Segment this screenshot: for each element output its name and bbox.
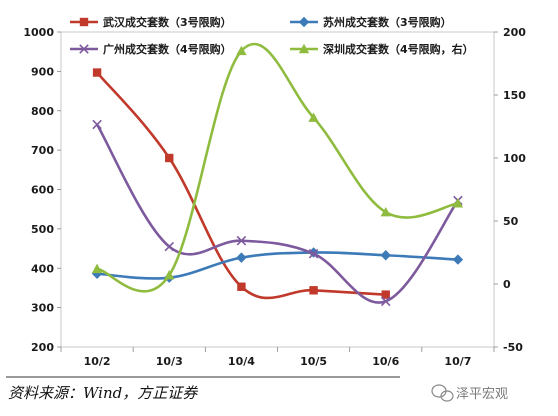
series-line	[96, 71, 386, 300]
legend-item: 广州成交套数（4号限购）	[70, 42, 232, 56]
plot-area	[60, 31, 495, 348]
legend-label: 苏州成交套数（3号限购）	[323, 15, 452, 29]
y-left-tick-label: 900	[31, 65, 54, 78]
data-point	[92, 119, 102, 130]
watermark: 泽平宏观	[431, 384, 508, 402]
series-3	[92, 119, 463, 307]
series-line	[97, 251, 458, 280]
series-1	[92, 68, 390, 300]
data-point	[380, 296, 391, 307]
x-tick-label: 10/2	[84, 355, 111, 368]
axes-layer: 200 300 400 500 600 700 800 900 1000 -50 0 50 100 150…	[23, 26, 526, 368]
y-right-tick-label: 100	[503, 152, 526, 165]
legend-marker	[79, 17, 89, 27]
y-left-tick-label: 600	[31, 184, 54, 197]
y-right-tick-label: 200	[503, 26, 526, 39]
series-line	[95, 123, 459, 304]
data-point	[380, 250, 391, 261]
series-4	[91, 42, 464, 293]
data-point	[92, 68, 102, 77]
legend: 武汉成交套数（3号限购） 苏州成交套数（3号限购） 广州成交套数（4号限购） 深圳成交…	[70, 15, 474, 56]
data-point	[381, 290, 390, 299]
data-point	[164, 241, 175, 252]
y-right-tick-label: 150	[503, 89, 526, 102]
x-tick-label: 10/4	[228, 355, 255, 368]
data-point	[237, 282, 246, 291]
data-point	[452, 198, 464, 208]
data-point	[308, 112, 319, 122]
legend-marker	[79, 44, 89, 54]
y-left-tick-label: 500	[31, 223, 54, 236]
data-point	[236, 235, 247, 246]
y-left-tick-label: 1000	[23, 26, 54, 39]
x-tick-label: 10/7	[444, 355, 471, 368]
legend-marker	[298, 16, 310, 28]
legend-item: 苏州成交套数（3号限购）	[290, 15, 452, 29]
legend-item: 深圳成交套数（4号限购，右）	[290, 42, 474, 56]
data-point	[236, 45, 247, 56]
x-tick-label: 10/5	[300, 355, 327, 368]
y-left-tick-label: 300	[31, 302, 54, 315]
series-layer	[91, 42, 464, 307]
y-right-tick-label: 50	[503, 215, 519, 228]
data-point	[164, 269, 175, 280]
data-point	[165, 153, 174, 163]
y-left-tick-label: 200	[31, 341, 54, 354]
data-point	[452, 254, 464, 265]
legend-marker	[298, 43, 310, 54]
y-left-tick-label: 800	[31, 105, 54, 118]
x-tick-label: 10/3	[156, 355, 183, 368]
y-right-tick-label: 0	[503, 278, 511, 291]
legend-label: 广州成交套数（4号限购）	[103, 42, 232, 56]
y-left-tick-label: 400	[31, 262, 54, 275]
data-point	[309, 286, 318, 295]
source-note: 资料来源：Wind，方正证券	[8, 384, 198, 402]
x-tick-label: 10/6	[372, 355, 399, 368]
y-left-tick-label: 700	[31, 144, 54, 157]
legend-label: 深圳成交套数（4号限购，右）	[323, 42, 474, 56]
y-right-tick-label: -50	[503, 341, 523, 354]
legend-item: 武汉成交套数（3号限购）	[70, 15, 232, 29]
data-point	[308, 248, 319, 259]
data-point	[380, 206, 391, 217]
wechat-icon	[431, 384, 454, 402]
watermark-text: 泽平宏观	[456, 387, 508, 402]
data-point	[91, 263, 103, 274]
data-point	[236, 252, 247, 263]
legend-label: 武汉成交套数（3号限购）	[103, 15, 232, 29]
